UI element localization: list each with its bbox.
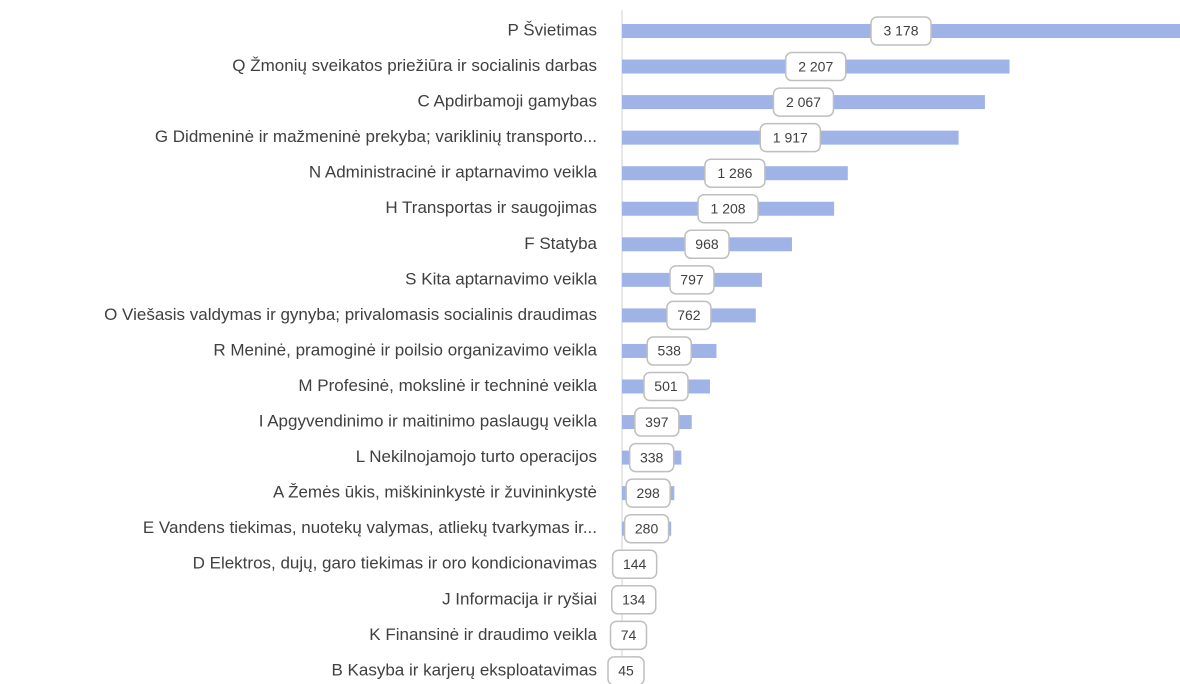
data-label: 2 067 bbox=[786, 94, 821, 110]
data-label: 144 bbox=[623, 556, 647, 572]
data-label-box bbox=[611, 549, 658, 579]
category-label: Q Žmonių sveikatos priežiūra ir socialin… bbox=[232, 56, 597, 75]
category-label: G Didmeninė ir mažmeninė prekyba; varikl… bbox=[155, 127, 597, 146]
category-label: M Profesinė, mokslinė ir techninė veikla bbox=[298, 376, 597, 395]
data-label: 968 bbox=[695, 236, 719, 252]
data-label-box bbox=[697, 194, 759, 224]
data-label-box bbox=[625, 478, 671, 508]
data-label-box bbox=[609, 620, 648, 651]
data-label-box bbox=[607, 656, 645, 684]
category-label: J Informacija ir ryšiai bbox=[442, 589, 597, 608]
data-label-box bbox=[870, 16, 932, 46]
category-label: L Nekilnojamojo turto operacijos bbox=[356, 447, 597, 466]
data-label: 1 286 bbox=[717, 165, 752, 181]
data-label-box bbox=[623, 513, 670, 544]
data-label-box bbox=[643, 371, 689, 402]
data-label: 74 bbox=[621, 627, 637, 643]
data-label: 298 bbox=[636, 485, 660, 501]
category-label: R Meninė, pramoginė ir poilsio organizav… bbox=[213, 340, 597, 359]
category-label: H Transportas ir saugojimas bbox=[385, 198, 597, 217]
data-label: 3 178 bbox=[883, 23, 918, 39]
category-label: B Kasyba ir karjerų eksploatavimas bbox=[331, 660, 597, 679]
category-label: O Viešasis valdymas ir gynyba; privaloma… bbox=[104, 305, 597, 324]
data-label: 397 bbox=[645, 414, 669, 430]
data-label-box bbox=[646, 336, 692, 366]
data-label: 501 bbox=[654, 378, 678, 394]
data-label-box bbox=[628, 442, 675, 473]
data-label: 1 208 bbox=[711, 200, 746, 216]
data-label-box bbox=[704, 158, 766, 188]
category-label: F Statyba bbox=[524, 234, 597, 253]
data-label: 1 917 bbox=[773, 129, 808, 145]
category-label: K Finansinė ir draudimo veikla bbox=[369, 625, 597, 644]
data-label: 134 bbox=[622, 592, 646, 608]
category-label: I Apgyvendinimo ir maitinimo paslaugų ve… bbox=[259, 412, 598, 431]
data-label-box bbox=[666, 300, 712, 331]
category-label: N Administracinė ir aptarnavimo veikla bbox=[309, 163, 598, 182]
category-label: A Žemės ūkis, miškininkystė ir žuvininky… bbox=[273, 483, 597, 502]
data-label: 280 bbox=[635, 520, 659, 536]
data-label: 762 bbox=[677, 307, 701, 323]
data-label-box bbox=[759, 122, 822, 153]
data-label-box bbox=[785, 51, 847, 82]
data-label: 45 bbox=[618, 663, 634, 679]
data-label: 797 bbox=[680, 272, 704, 288]
category-label: P Švietimas bbox=[508, 20, 597, 39]
category-label: S Kita aptarnavimo veikla bbox=[405, 269, 597, 288]
category-label: D Elektros, dujų, garo tiekimas ir oro k… bbox=[193, 554, 597, 573]
data-label: 338 bbox=[640, 449, 664, 465]
category-label: C Apdirbamoji gamybas bbox=[417, 92, 597, 111]
category-label: E Vandens tiekimas, nuotekų valymas, atl… bbox=[143, 518, 597, 537]
data-label-box bbox=[634, 407, 680, 437]
data-label-box bbox=[611, 585, 657, 615]
data-label: 538 bbox=[658, 343, 682, 359]
data-label-box bbox=[669, 265, 715, 295]
data-label: 2 207 bbox=[798, 58, 833, 74]
data-label-box bbox=[772, 87, 835, 117]
data-label-box bbox=[684, 229, 730, 260]
